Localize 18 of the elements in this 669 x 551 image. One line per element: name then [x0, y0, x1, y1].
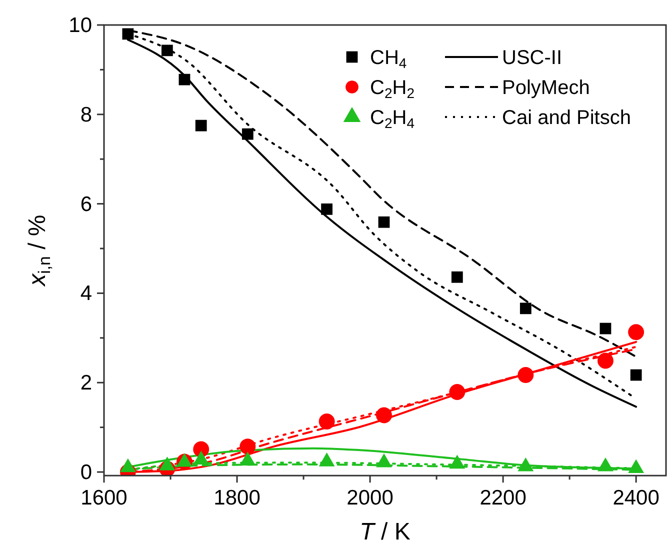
legend-label: USC-II [502, 47, 562, 69]
legend-label: CH$_{4}$ [370, 47, 407, 72]
y-tick-label: 8 [80, 103, 92, 126]
legend-label: PolyMech [502, 77, 590, 99]
y-tick-label: 4 [80, 282, 92, 306]
x-tick-label: 2200 [480, 486, 526, 510]
x-tick-label: 1800 [214, 486, 260, 510]
legend-label: Cai and Pitsch [502, 107, 631, 129]
y-tick-label: 6 [80, 192, 92, 216]
x-tick-label: 1600 [80, 486, 128, 510]
y-tick-label: 2 [80, 372, 92, 395]
x-tick-label: 2400 [612, 486, 660, 510]
legend-label: C$_{2}$H$_{2}$ [370, 77, 415, 102]
x-tick-label: 2000 [346, 486, 394, 510]
x-axis-title: T / K [360, 518, 410, 546]
legend-label: C$_{2}$H$_{4}$ [370, 107, 415, 132]
y-tick-label: 10 [68, 14, 92, 37]
y-tick-label: 0 [80, 461, 92, 484]
